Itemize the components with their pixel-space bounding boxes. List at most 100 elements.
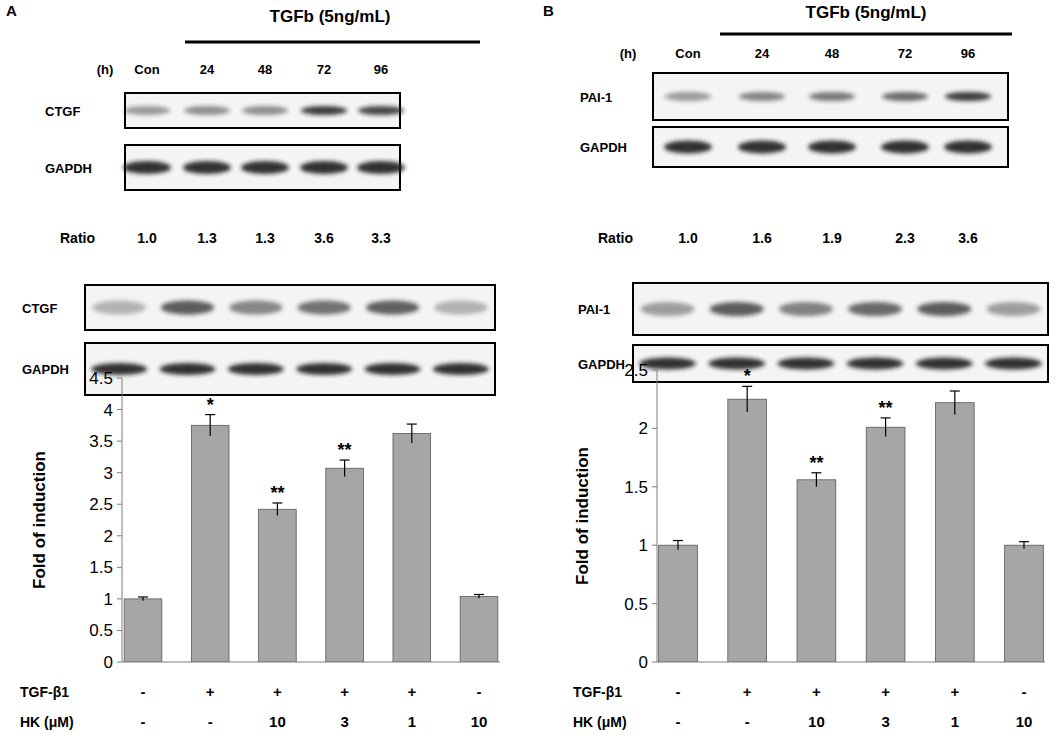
blot-band: [433, 363, 489, 375]
treatment-label: TGFb (5ng/mL): [270, 7, 391, 26]
bar: [797, 480, 836, 662]
blot-band: [161, 301, 214, 315]
blot-band: [301, 106, 347, 115]
blot-band: [945, 92, 991, 101]
error-bar: [811, 473, 821, 487]
error-bar: [950, 391, 960, 414]
y-tick-label: 2: [104, 527, 113, 546]
blot-band: [847, 358, 904, 370]
blot-row-label: PAI-1: [578, 302, 610, 317]
blot-box: [633, 283, 1048, 335]
bars: [659, 386, 1044, 662]
y-tick: [117, 409, 122, 410]
error-stem: [954, 391, 955, 414]
blot-band: [916, 358, 973, 370]
treatment-bar: [720, 33, 1012, 36]
condition-value: 1: [951, 713, 959, 730]
error-bar: [407, 424, 417, 443]
blot-band: [881, 141, 929, 154]
blot-band: [298, 301, 351, 315]
y-tick: [117, 441, 122, 442]
significance: *: [744, 366, 751, 386]
blot-box: [85, 343, 495, 395]
ratio-value: 1.3: [197, 230, 217, 246]
blot-band: [364, 363, 420, 375]
blot-band: [241, 161, 289, 174]
condition-value: +: [812, 683, 821, 700]
panel-0: ATGFb (5ng/mL)(h)Con24487296CTGFGAPDH1.0…: [6, 2, 500, 730]
significance: **: [338, 440, 352, 460]
ratio-value: 1.0: [137, 230, 157, 246]
error-stem: [816, 473, 817, 487]
significance: *: [207, 395, 214, 415]
treatment-label: TGFb (5ng/mL): [806, 3, 927, 22]
y-tick-label: 1.5: [624, 478, 648, 497]
condition-value: 10: [1016, 713, 1033, 730]
error-cap: [407, 423, 417, 424]
y-tick-label: 0.5: [624, 595, 648, 614]
error-bar: [881, 418, 891, 437]
blot-band: [917, 302, 971, 316]
error-bar: [1019, 542, 1029, 549]
error-stem: [210, 415, 211, 436]
ratio-label: Ratio: [60, 230, 95, 246]
blot-band: [434, 301, 487, 315]
blot-band: [778, 358, 835, 370]
y-tick: [652, 486, 657, 487]
ratio-value: 1.9: [822, 230, 842, 246]
error-stem: [277, 503, 278, 516]
blot-band: [296, 363, 352, 375]
blot-band: [809, 92, 855, 101]
error-stem: [1023, 542, 1024, 549]
ratio-value: 1.6: [752, 230, 772, 246]
bar: [259, 509, 297, 662]
y-tick-label: 3: [104, 464, 113, 483]
y-tick-label: 0.5: [89, 621, 113, 640]
error-cap: [673, 540, 683, 541]
y-axis-label: Fold of induction: [30, 451, 49, 589]
ratio-value: 3.3: [371, 230, 391, 246]
y-tick: [652, 370, 657, 371]
condition-value: -: [477, 683, 482, 700]
lane-label: Con: [675, 46, 700, 61]
y-tick: [117, 378, 122, 379]
y-axis: [122, 378, 123, 662]
blot-band: [124, 106, 170, 115]
panel-1: BTGFb (5ng/mL)(h)Con24487296PAI-1GAPDH1.…: [543, 2, 1048, 730]
condition-value: 3: [881, 713, 889, 730]
y-tick-label: 4.5: [89, 369, 113, 388]
y-tick-label: 2.5: [624, 361, 648, 380]
y-tick-label: 3.5: [89, 432, 113, 451]
condition-value: +: [743, 683, 752, 700]
blot-band: [641, 302, 695, 316]
bar: [935, 403, 974, 662]
blot-row-label: GAPDH: [580, 140, 627, 155]
ratio-value: 1.0: [678, 230, 698, 246]
condition-value: 1: [408, 713, 416, 730]
y-tick: [652, 662, 657, 663]
error-stem: [677, 541, 678, 550]
error-bar: [205, 415, 215, 436]
bar: [191, 425, 229, 662]
bar: [326, 468, 364, 662]
error-bar: [138, 597, 148, 601]
y-tick: [652, 603, 657, 604]
lane-label: 48: [258, 62, 272, 77]
lane-label: 48: [825, 46, 839, 61]
blot-row-label: GAPDH: [578, 357, 625, 372]
blot-box: [653, 127, 1008, 167]
figure: ATGFb (5ng/mL)(h)Con24487296CTGFGAPDH1.0…: [0, 0, 1063, 745]
lane-label: 72: [317, 62, 331, 77]
x-axis: [657, 662, 1045, 663]
condition-value: -: [745, 713, 750, 730]
error-bar: [474, 594, 484, 598]
blot-box: [85, 285, 495, 330]
blot-band: [358, 106, 404, 115]
y-tick-label: 4: [104, 401, 113, 420]
blot-band: [808, 141, 856, 154]
blot-band: [848, 302, 902, 316]
blot-band: [944, 141, 992, 154]
blot-band: [159, 363, 215, 375]
y-axis-label: Fold of induction: [573, 447, 592, 585]
ratio-value: 3.6: [314, 230, 334, 246]
